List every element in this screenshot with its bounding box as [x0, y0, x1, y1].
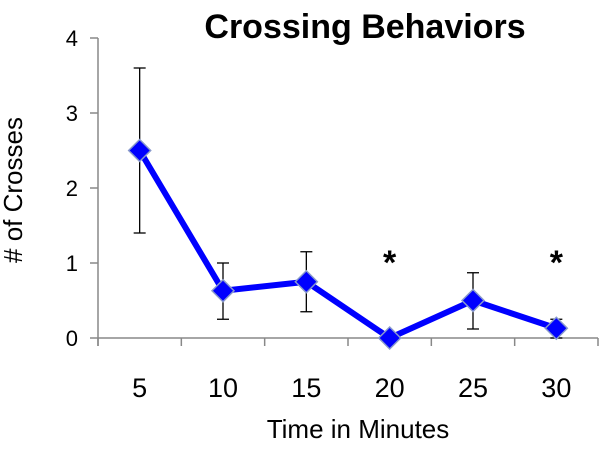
y-tick-label: 3 — [66, 101, 78, 126]
y-axis-label: # of Crosses — [0, 117, 28, 263]
x-ticks: 5 10 15 20 25 30 — [97, 338, 599, 403]
annotations: * * — [383, 244, 564, 282]
error-bars — [133, 67, 563, 339]
y-ticks: 0 1 2 3 4 — [66, 26, 98, 351]
x-axis-label: Time in Minutes — [267, 414, 450, 444]
x-tick-label: 5 — [132, 373, 147, 403]
significance-marker: * — [383, 244, 397, 282]
data-point-marker — [127, 138, 152, 163]
markers — [127, 138, 569, 351]
data-point-marker — [377, 325, 402, 351]
data-point-marker — [544, 316, 569, 341]
data-point-marker — [210, 278, 236, 303]
data-point-marker — [460, 288, 486, 313]
y-tick-label: 2 — [66, 176, 78, 201]
significance-marker: * — [550, 244, 564, 282]
y-tick-label: 0 — [66, 326, 78, 351]
x-tick-label: 30 — [541, 373, 571, 403]
y-tick-label: 1 — [66, 251, 78, 276]
chart-title: Crossing Behaviors — [204, 8, 525, 46]
x-tick-label: 20 — [375, 373, 405, 403]
axes — [97, 38, 598, 346]
data-point-marker — [294, 269, 319, 294]
x-tick-label: 25 — [458, 373, 488, 403]
series-lines — [137, 148, 558, 341]
y-tick-label: 4 — [66, 26, 78, 51]
x-tick-label: 10 — [208, 373, 238, 403]
x-tick-label: 15 — [291, 373, 321, 403]
series-line — [137, 148, 558, 341]
